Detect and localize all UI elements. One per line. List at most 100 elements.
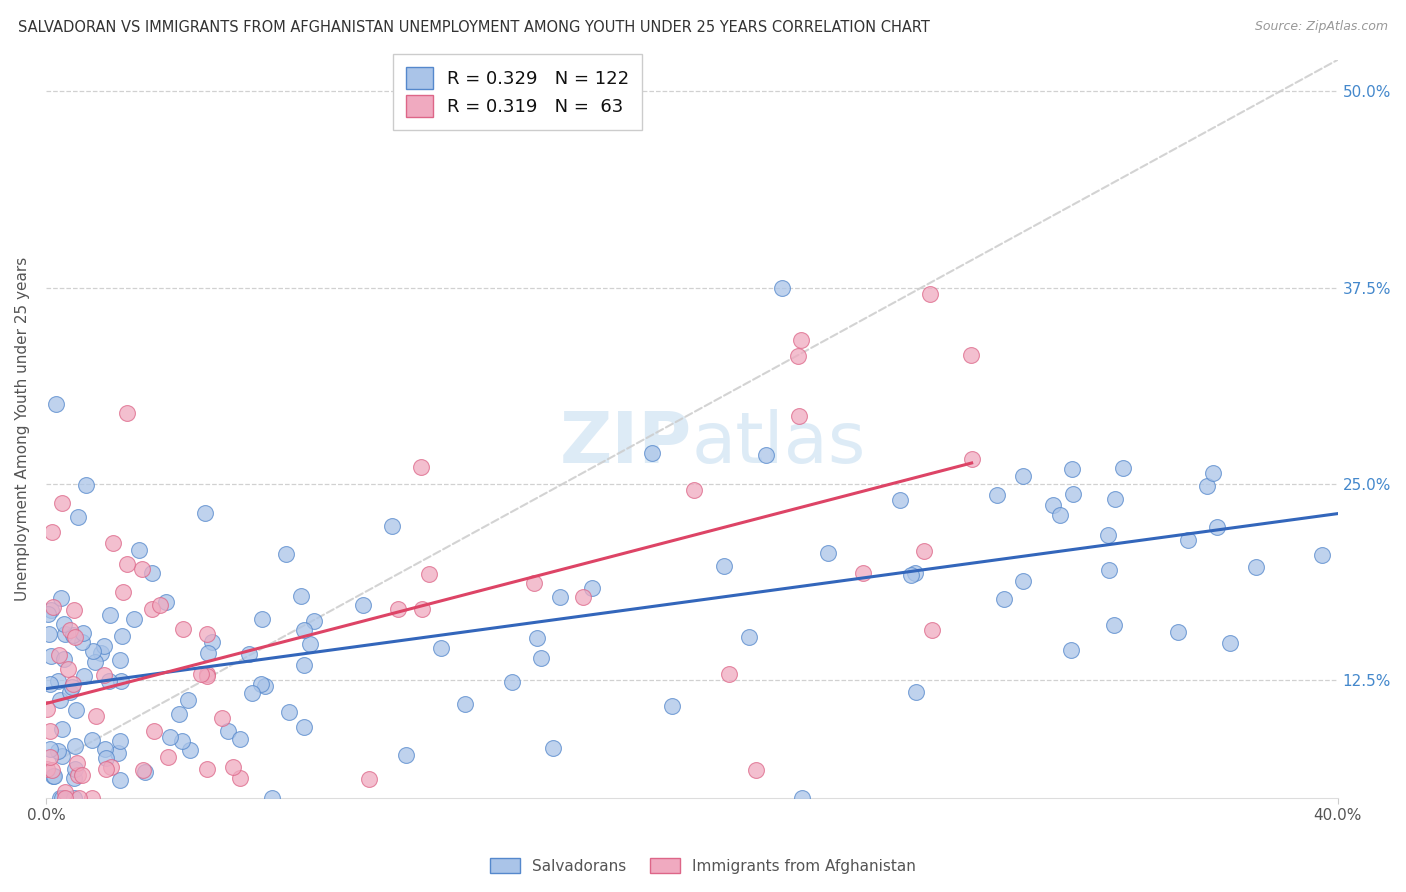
Point (905, 685, 928, 699)
Point (745, 763, 768, 777)
Point (155, 595, 177, 609)
Point (70, 767, 93, 781)
Point (49, 591, 72, 606)
Point (1312, 549, 1334, 563)
Point (292, 658, 315, 673)
Point (65, 762, 87, 776)
Point (918, 287, 941, 301)
Point (170, 734, 193, 748)
Point (143, 724, 166, 739)
Point (1219, 636, 1241, 650)
Point (1060, 461, 1083, 475)
Point (53, 785, 76, 799)
Point (63, 603, 86, 617)
Point (46, 744, 69, 758)
Point (1012, 574, 1035, 588)
Point (93, 639, 115, 653)
Point (46, 674, 69, 689)
Point (159, 731, 181, 745)
Point (1097, 528, 1119, 542)
Point (1049, 508, 1071, 522)
Point (194, 506, 217, 520)
Point (53, 791, 76, 805)
Point (395, 747, 418, 762)
Point (986, 487, 1008, 501)
Point (98, 674, 121, 689)
Point (250, 676, 273, 690)
Point (39, 723, 62, 738)
Point (70, 635, 93, 649)
Point (418, 566, 440, 581)
Point (201, 635, 224, 649)
Point (1195, 479, 1218, 493)
Point (889, 493, 911, 508)
Point (1167, 625, 1189, 640)
Point (38, 626, 60, 640)
Point (787, 409, 810, 424)
Point (134, 765, 156, 780)
Point (44, 769, 66, 783)
Point (217, 723, 239, 738)
Point (501, 674, 523, 689)
Point (1060, 643, 1083, 657)
Point (960, 348, 983, 362)
Point (357, 772, 380, 787)
Point (792, 791, 814, 805)
Point (352, 598, 374, 612)
Point (39, 750, 62, 764)
Point (572, 591, 595, 605)
Point (48, 791, 70, 805)
Point (62, 628, 84, 642)
Point (35, 702, 58, 716)
Point (292, 624, 315, 638)
Point (197, 667, 219, 681)
Point (817, 546, 839, 560)
Point (66, 756, 89, 770)
Point (411, 601, 433, 615)
Point (238, 647, 260, 661)
Point (84, 655, 107, 669)
Point (141, 602, 163, 616)
Point (278, 705, 301, 719)
Point (38, 741, 60, 756)
Point (132, 763, 155, 777)
Point (59, 623, 82, 637)
Point (67, 767, 90, 781)
Point (430, 640, 453, 655)
Point (298, 637, 321, 651)
Point (190, 667, 212, 681)
Point (222, 760, 245, 774)
Point (1244, 560, 1267, 574)
Point (682, 483, 704, 498)
Point (62, 676, 84, 690)
Point (42, 600, 65, 615)
Point (1098, 563, 1121, 577)
Point (108, 772, 131, 787)
Point (41, 524, 63, 539)
Point (128, 543, 150, 558)
Point (993, 592, 1015, 607)
Point (250, 612, 273, 626)
Point (1102, 617, 1125, 632)
Point (108, 653, 131, 667)
Point (172, 622, 194, 636)
Point (641, 446, 664, 460)
Point (101, 536, 124, 550)
Point (156, 749, 179, 764)
Point (1042, 498, 1064, 512)
Point (48, 693, 70, 707)
Point (131, 561, 153, 575)
Point (240, 686, 263, 700)
Point (253, 679, 276, 693)
Point (80, 732, 103, 747)
Point (789, 333, 811, 347)
Point (51, 496, 73, 510)
Point (1112, 460, 1135, 475)
Point (52, 617, 75, 632)
Point (921, 624, 943, 638)
Point (1205, 519, 1227, 533)
Point (197, 762, 219, 776)
Point (111, 629, 134, 643)
Point (1062, 487, 1084, 501)
Text: SALVADORAN VS IMMIGRANTS FROM AFGHANISTAN UNEMPLOYMENT AMONG YOUTH UNDER 25 YEAR: SALVADORAN VS IMMIGRANTS FROM AFGHANISTA… (18, 20, 931, 35)
